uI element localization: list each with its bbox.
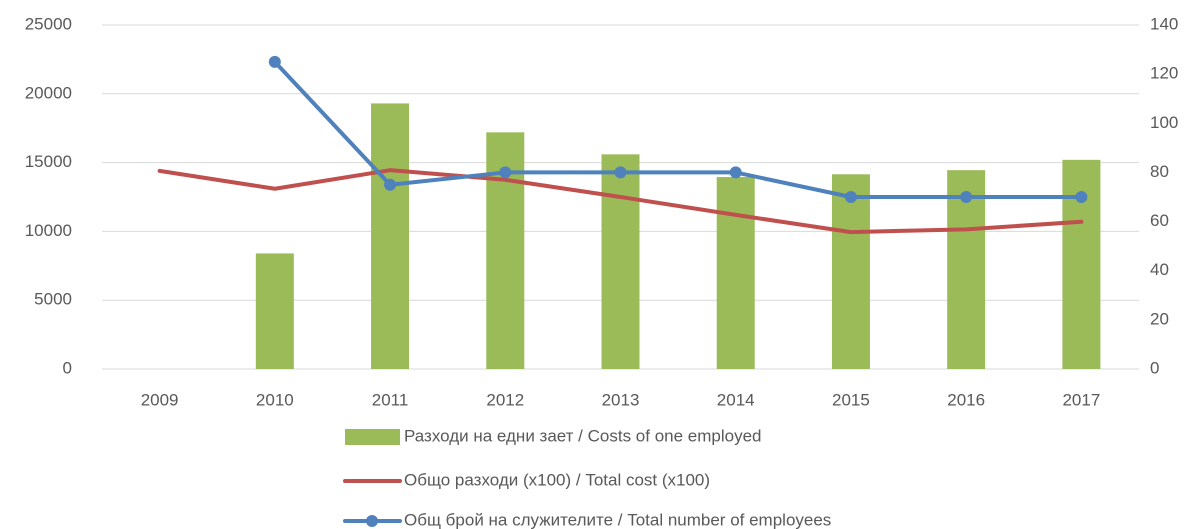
marker — [268, 55, 281, 68]
y2-tick-label: 140 — [1150, 14, 1178, 33]
marker — [960, 191, 973, 203]
x-tick-label: 2009 — [141, 390, 179, 409]
y2-tick-label: 60 — [1150, 211, 1169, 230]
legend-marker — [366, 515, 378, 527]
y-tick-label: 0 — [63, 358, 72, 377]
y2-tick-label: 0 — [1150, 358, 1159, 377]
y-tick-label: 20000 — [25, 83, 72, 102]
bar — [601, 154, 640, 369]
x-tick-label: 2016 — [947, 390, 985, 409]
legend-label: Разходи на едни зает / Costs of one empl… — [404, 426, 762, 445]
marker — [499, 166, 512, 179]
x-tick-label: 2014 — [717, 390, 755, 409]
x-tick-label: 2017 — [1062, 390, 1100, 409]
bar — [831, 174, 870, 369]
y-tick-label: 15000 — [25, 152, 72, 171]
line — [272, 59, 1084, 199]
y2-tick-label: 80 — [1150, 162, 1169, 181]
marker — [844, 191, 857, 203]
marker — [729, 166, 742, 179]
x-tick-label: 2012 — [486, 390, 524, 409]
x-tick-label: 2015 — [832, 390, 870, 409]
bar — [947, 170, 986, 369]
x-tick-label: 2013 — [602, 390, 640, 409]
x-tick-label: 2010 — [256, 390, 294, 409]
y2-tick-label: 100 — [1150, 113, 1178, 132]
marker — [614, 166, 627, 179]
bar — [716, 177, 755, 369]
bar — [255, 253, 294, 369]
y-tick-label: 25000 — [25, 14, 72, 33]
marker — [384, 178, 397, 191]
legend-label: Общо разходи (x100) / Total cost (x100) — [404, 470, 710, 489]
marker — [1075, 191, 1088, 203]
y2-tick-label: 40 — [1150, 260, 1169, 279]
line — [157, 168, 1084, 235]
y2-tick-label: 20 — [1150, 309, 1169, 328]
bar — [371, 103, 410, 369]
legend-label: Общ брой на служителите / Total number o… — [404, 510, 831, 529]
x-tick-label: 2011 — [372, 390, 409, 409]
y-tick-label: 5000 — [34, 290, 72, 309]
y2-tick-label: 120 — [1150, 64, 1178, 83]
legend-swatch — [345, 429, 400, 445]
y-tick-label: 10000 — [25, 221, 72, 240]
